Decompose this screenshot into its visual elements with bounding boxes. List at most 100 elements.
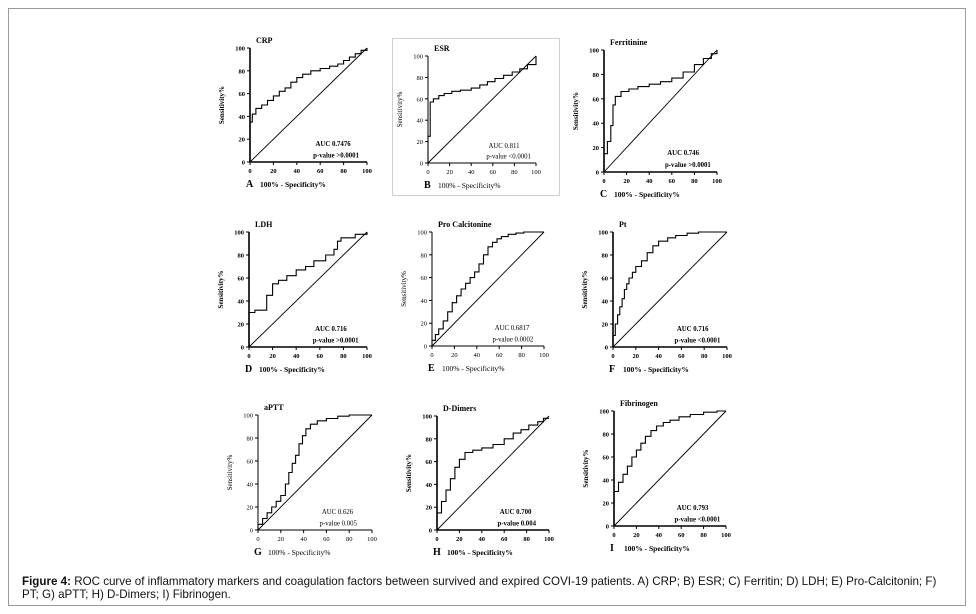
x-tick-label: 20 xyxy=(451,352,458,359)
p-value-annotation: p-value 0.004 xyxy=(497,520,536,527)
y-tick-label: 80 xyxy=(421,252,428,259)
reference-diagonal xyxy=(249,47,368,163)
x-tick-label: 40 xyxy=(479,536,486,543)
roc-curve xyxy=(257,414,372,530)
x-tick-label: 100 xyxy=(722,353,732,360)
x-tick-label: 40 xyxy=(655,353,662,360)
y-axis-label: Sensitivity% xyxy=(572,92,580,130)
x-axis-label: 100% - Specificity% xyxy=(624,544,690,553)
y-tick-label: 100 xyxy=(243,413,253,420)
chart-title: LDH xyxy=(255,220,273,229)
y-tick-label: 20 xyxy=(238,322,245,329)
auc-annotation: AUC 0.811 xyxy=(488,143,519,150)
y-tick-label: 0 xyxy=(596,170,599,177)
y-tick-label: 60 xyxy=(239,91,246,98)
x-tick-label: 20 xyxy=(278,536,285,543)
roc-chart-a: 00 20 20 40 40 60 60 80 80 100 100 CRP Sensitivity% A… xyxy=(218,36,372,190)
y-tick-label: 40 xyxy=(426,482,433,489)
x-axis-label: 100% - Specificity% xyxy=(442,364,504,373)
x-tick-label: 0 xyxy=(256,536,259,543)
y-tick-label: 80 xyxy=(417,75,424,82)
chart-title: Ferritinine xyxy=(610,38,648,47)
x-tick-label: 60 xyxy=(501,536,508,543)
y-tick-label: 80 xyxy=(426,436,433,443)
x-tick-label: 80 xyxy=(340,353,347,360)
x-tick-label: 80 xyxy=(523,536,530,543)
reference-diagonal xyxy=(248,231,368,348)
y-tick-label: 20 xyxy=(417,139,424,146)
x-tick-label: 100 xyxy=(531,169,541,176)
y-axis-label: Sensitivity% xyxy=(226,454,234,490)
y-tick-label: 60 xyxy=(426,459,433,466)
x-tick-label: 20 xyxy=(633,353,640,360)
x-tick-label: 60 xyxy=(490,169,497,176)
roc-curve xyxy=(436,417,549,530)
x-axis-label: 100% - Specificity% xyxy=(259,365,325,374)
x-tick-label: 60 xyxy=(496,352,503,359)
x-tick-label: 0 xyxy=(426,169,429,176)
panel-letter: I xyxy=(610,543,614,554)
p-value-annotation: p-value >0.0001 xyxy=(313,152,359,159)
y-axis-label: Sensitivity% xyxy=(582,449,590,487)
y-tick-label: 80 xyxy=(602,253,609,260)
roc-curve xyxy=(603,50,718,172)
auc-annotation: AUC 0.7476 xyxy=(316,141,352,148)
x-tick-label: 80 xyxy=(701,353,708,360)
chart-title: ESR xyxy=(434,44,450,53)
roc-chart-b: 00 20 20 40 40 60 60 80 80 100 100 ESR Sensitivity% B… xyxy=(396,44,541,191)
x-axis-label: 100% - Specificity% xyxy=(614,190,680,199)
x-tick-label: 40 xyxy=(293,353,300,360)
roc-curve xyxy=(249,48,368,162)
y-axis-label: Sensitivity% xyxy=(217,270,225,308)
panel-letter: F xyxy=(609,364,615,375)
x-tick-label: 40 xyxy=(646,178,653,185)
x-tick-label: 0 xyxy=(248,168,251,175)
roc-chart-g: 00 20 20 40 40 60 60 80 80 100 100 aPTT Sensitivity%… xyxy=(226,403,377,558)
chart-title: Pro Calcitonine xyxy=(438,220,492,229)
p-value-annotation: p-value <0.0001 xyxy=(486,154,531,161)
p-value-annotation: p-value >0.0001 xyxy=(313,337,359,344)
x-tick-label: 100 xyxy=(362,168,372,175)
p-value-annotation: p-value 0.005 xyxy=(320,520,358,527)
x-tick-label: 40 xyxy=(468,169,475,176)
y-tick-label: 20 xyxy=(426,505,433,512)
caption-label: Figure 4: xyxy=(22,575,71,588)
y-tick-label: 100 xyxy=(598,230,608,237)
y-tick-label: 0 xyxy=(424,344,427,351)
y-tick-label: 60 xyxy=(421,275,428,282)
reference-diagonal xyxy=(427,55,537,164)
roc-chart-d: 00 20 20 40 40 60 60 80 80 100 100 LDH Sensitivity% D… xyxy=(217,220,372,375)
chart-title: aPTT xyxy=(264,403,284,412)
panel-letter: B xyxy=(424,180,431,191)
chart-title: CRP xyxy=(256,36,273,45)
y-tick-label: 100 xyxy=(235,46,245,53)
x-tick-label: 60 xyxy=(678,532,685,539)
panel-letter: A xyxy=(246,179,254,190)
y-tick-label: 40 xyxy=(417,118,424,125)
y-axis-label: Sensitivity% xyxy=(581,270,589,308)
panel-letter: G xyxy=(254,547,262,558)
y-tick-label: 60 xyxy=(602,276,609,283)
roc-curve xyxy=(427,56,537,163)
panel-letter: C xyxy=(600,189,607,200)
y-tick-label: 40 xyxy=(238,299,245,306)
auc-annotation: AUC 0.6817 xyxy=(495,325,530,332)
x-tick-label: 0 xyxy=(435,536,438,543)
auc-annotation: AUC 0.716 xyxy=(315,326,347,333)
x-tick-label: 100 xyxy=(712,178,722,185)
y-tick-label: 40 xyxy=(247,482,254,489)
roc-chart-c: 00 20 20 40 40 60 60 80 80 100 100 Ferritinine Sensi… xyxy=(572,38,722,200)
reference-diagonal xyxy=(612,231,728,348)
x-tick-label: 20 xyxy=(270,168,277,175)
y-tick-label: 60 xyxy=(417,96,424,103)
y-tick-label: 40 xyxy=(421,298,428,305)
x-tick-label: 80 xyxy=(511,169,518,176)
y-tick-label: 20 xyxy=(239,137,246,144)
x-tick-label: 80 xyxy=(346,536,353,543)
y-tick-label: 40 xyxy=(602,299,609,306)
auc-annotation: AUC 0.700 xyxy=(500,509,532,516)
x-tick-label: 80 xyxy=(518,352,525,359)
y-tick-label: 40 xyxy=(603,478,610,485)
figure-frame xyxy=(8,8,966,606)
x-tick-label: 20 xyxy=(269,353,276,360)
